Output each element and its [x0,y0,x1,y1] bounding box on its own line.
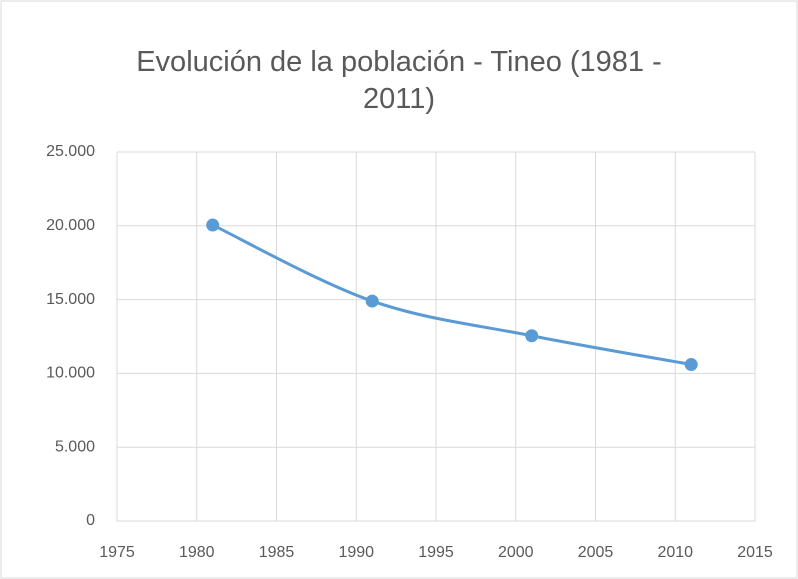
x-tick-label: 1975 [99,544,135,561]
x-tick-label: 1985 [259,544,295,561]
y-tick-label: 25.000 [46,143,95,160]
data-point [365,294,379,308]
x-tick-label: 1990 [338,544,374,561]
chart-title: Evolución de la población - Tineo (1981 … [136,46,662,115]
y-tick-label: 5.000 [55,438,95,455]
x-tick-label: 2005 [578,544,614,561]
x-tick-label: 1980 [179,544,215,561]
x-tick-label: 2010 [657,544,693,561]
data-point [206,218,220,232]
data-point [525,329,539,343]
y-tick-label: 15.000 [46,291,95,308]
x-tick-label: 1995 [418,544,454,561]
y-tick-label: 20.000 [46,217,95,234]
data-point [684,358,698,372]
x-tick-label: 2000 [498,544,534,561]
y-tick-label: 0 [86,512,95,529]
y-tick-label: 10.000 [46,365,95,382]
data-line [211,223,693,367]
x-tick-label: 2015 [737,544,773,561]
